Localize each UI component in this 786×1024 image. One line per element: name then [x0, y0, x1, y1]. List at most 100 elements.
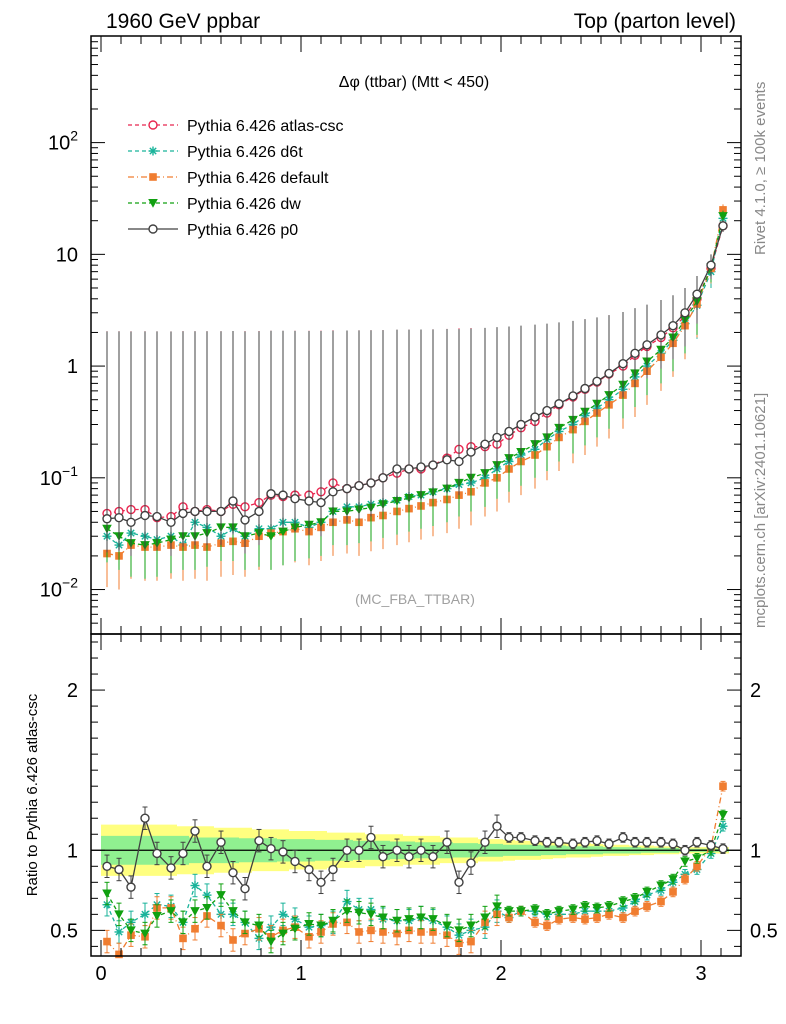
data-point: [706, 260, 716, 270]
data-point: [630, 348, 640, 359]
watermark: (MC_FBA_TTBAR): [355, 591, 475, 607]
data-point: [102, 514, 112, 524]
y-tick-label: 10−2: [40, 575, 78, 602]
data-point: [266, 532, 276, 542]
y-tick-label-left: 2: [67, 680, 78, 702]
data-point: [492, 432, 502, 443]
main-plot-area: [102, 204, 728, 590]
ratio-point: [216, 891, 226, 900]
ratio-point: [114, 864, 124, 875]
ratio-series-dw: [102, 809, 728, 954]
series-d6t: [102, 212, 728, 579]
ratio-point: [719, 782, 727, 790]
ratio-point: [604, 902, 614, 912]
data-point: [140, 510, 150, 521]
x-tick-label: 0: [95, 963, 106, 985]
ratio-point: [619, 913, 627, 922]
ratio-point: [592, 835, 602, 846]
data-point: [216, 506, 226, 517]
ratio-point: [103, 937, 111, 946]
data-point: [278, 490, 288, 500]
y-tick-label-right: 0.5: [750, 920, 778, 942]
ratio-point: [543, 921, 551, 930]
ratio-point: [692, 837, 702, 847]
ratio-point: [442, 921, 452, 931]
data-point: [718, 212, 728, 221]
ratio-point: [618, 897, 628, 907]
data-point: [530, 412, 540, 422]
ratio-point: [202, 861, 212, 871]
ratio-point: [416, 913, 426, 923]
series-line-default: [106, 209, 724, 557]
data-point: [618, 359, 628, 369]
data-point: [542, 405, 552, 416]
ratio-point: [657, 897, 665, 906]
ratio-point: [366, 832, 376, 843]
ratio-point: [630, 894, 640, 904]
ratio-point: [354, 845, 364, 855]
ratio-point: [102, 861, 112, 871]
ratio-point: [568, 839, 578, 849]
data-point: [680, 308, 690, 318]
header-right: Top (parton level): [574, 10, 736, 33]
legend-marker-stroke: [149, 147, 157, 155]
data-point: [580, 383, 590, 394]
ratio-point: [530, 905, 540, 915]
ratio-point: [228, 907, 238, 916]
ratio-point: [542, 837, 552, 847]
ratio-point: [290, 856, 300, 867]
x-tick-label: 2: [495, 963, 506, 985]
data-point: [266, 489, 276, 499]
ratio-point: [531, 918, 539, 927]
data-point: [202, 506, 212, 517]
y-tick-label: 102: [48, 128, 78, 155]
ratio-point: [328, 916, 338, 926]
ratio-point: [429, 928, 437, 936]
y-tick-label: 1: [67, 356, 78, 378]
data-point: [152, 511, 162, 522]
ratio-point-stroke: [141, 910, 149, 919]
ratio-point: [605, 910, 613, 919]
ratio-point: [342, 845, 352, 855]
ratio-panel: 0.5 0.5 1 1 2 2 0 1 2 3 Ratio to Pythia 6.426 at…: [24, 36, 778, 985]
ratio-point: [516, 907, 526, 916]
ratio-point: [428, 915, 438, 924]
main-title: Δφ (ttbar) (Mtt < 450): [339, 74, 489, 91]
ratio-point: [555, 915, 563, 923]
mcplots-label: mcplots.cern.ch [arXiv:2401.10621]: [752, 393, 769, 628]
data-point: [178, 508, 188, 519]
ratio-point: [404, 851, 414, 862]
ratio-point: [140, 929, 150, 939]
ratio-point: [378, 913, 388, 923]
ratio-point: [455, 939, 463, 947]
ratio-point-stroke: [279, 910, 287, 919]
ratio-point: [592, 903, 602, 913]
ratio-point: [681, 875, 689, 883]
ratio-point: [152, 848, 162, 859]
ratio-point: [140, 813, 150, 823]
data-point: [126, 517, 136, 527]
ratio-point: [228, 867, 238, 878]
ratio-point: [642, 887, 652, 897]
data-point: [166, 517, 176, 527]
ratio-point: [152, 911, 162, 921]
ratio-point: [316, 921, 326, 931]
x-tick-label: 3: [695, 963, 706, 985]
ratio-point: [191, 924, 199, 933]
legend-label: Pythia 6.426 p0: [187, 222, 298, 239]
data-point: [278, 527, 288, 537]
y-tick-label: 10: [56, 244, 78, 266]
ratio-point: [467, 937, 475, 946]
ratio-point: [166, 863, 176, 873]
ratio-point: [718, 811, 728, 820]
ratio-point: [126, 926, 136, 936]
ratio-point: [718, 821, 728, 831]
ratio-point: [442, 837, 452, 847]
data-point: [228, 496, 238, 506]
ratio-point: [643, 902, 651, 911]
ratio-point: [631, 907, 639, 915]
ratio-point: [580, 837, 590, 847]
ratio-point: [354, 908, 364, 918]
ratio-point: [392, 845, 402, 855]
y-tick-label-left: 1: [67, 840, 78, 862]
